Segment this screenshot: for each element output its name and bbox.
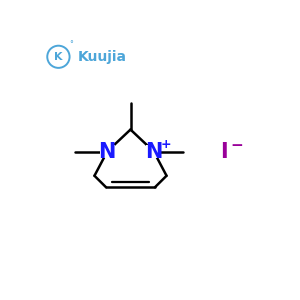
FancyBboxPatch shape (100, 145, 115, 158)
Text: N: N (99, 142, 116, 161)
FancyBboxPatch shape (146, 145, 161, 158)
Text: °: ° (69, 40, 73, 49)
Text: N: N (145, 142, 162, 161)
Text: K: K (54, 52, 63, 62)
Text: −: − (230, 137, 243, 152)
Text: I: I (220, 142, 227, 161)
Text: +: + (160, 138, 171, 151)
Text: Kuujia: Kuujia (78, 50, 127, 64)
